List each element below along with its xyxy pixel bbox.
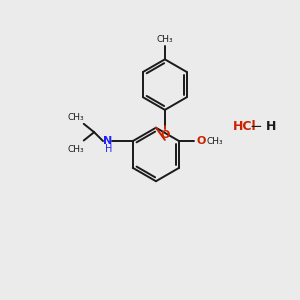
Text: O: O	[160, 130, 170, 140]
Text: CH₃: CH₃	[68, 145, 85, 154]
Text: CH₃: CH₃	[157, 35, 173, 44]
Text: H: H	[105, 144, 113, 154]
Text: HCl: HCl	[233, 120, 257, 133]
Text: H: H	[266, 120, 276, 133]
Text: N: N	[103, 136, 112, 146]
Text: CH₃: CH₃	[68, 113, 85, 122]
Text: −: −	[249, 119, 262, 134]
Text: CH₃: CH₃	[207, 136, 224, 146]
Text: O: O	[197, 136, 206, 146]
